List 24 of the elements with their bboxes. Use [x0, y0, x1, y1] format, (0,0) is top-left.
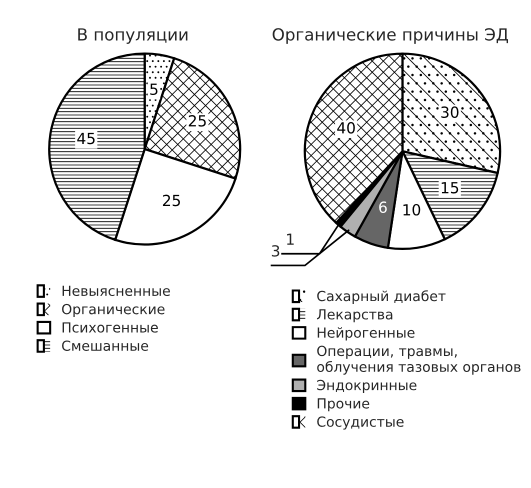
- data-label: 3: [272, 245, 280, 257]
- data-label: 30: [441, 106, 458, 118]
- data-label: 15: [442, 182, 458, 194]
- legend-label: Прочие: [318, 398, 370, 412]
- chart-title: В популяции: [78, 28, 188, 44]
- data-label: 25: [188, 115, 206, 127]
- legend-label: Операции, травмы, облучения тазовых органов: [317, 346, 521, 375]
- data-label: 45: [77, 132, 95, 144]
- legend-label: Невыясненные: [62, 286, 170, 296]
- legend-label: Сахарный диабет: [317, 290, 446, 304]
- data-label: 40: [337, 122, 355, 134]
- data-label: 10: [403, 204, 420, 216]
- legend-label: Органические: [62, 304, 165, 318]
- data-label: 5: [150, 84, 158, 96]
- legend-label: Лекарства: [316, 309, 392, 322]
- legend-label: Эндокринные: [317, 380, 416, 394]
- data-label: 6: [379, 201, 387, 213]
- data-label: 25: [162, 194, 180, 206]
- legend-label: Психогенные: [62, 322, 158, 333]
- chart-title: Органические причины ЭД: [272, 28, 508, 44]
- legend-label: Сосудистые: [317, 416, 404, 430]
- legend-label: Смешанные: [62, 340, 148, 351]
- legend-label: Нейрогенные: [318, 327, 415, 341]
- data-label: 1: [287, 234, 294, 245]
